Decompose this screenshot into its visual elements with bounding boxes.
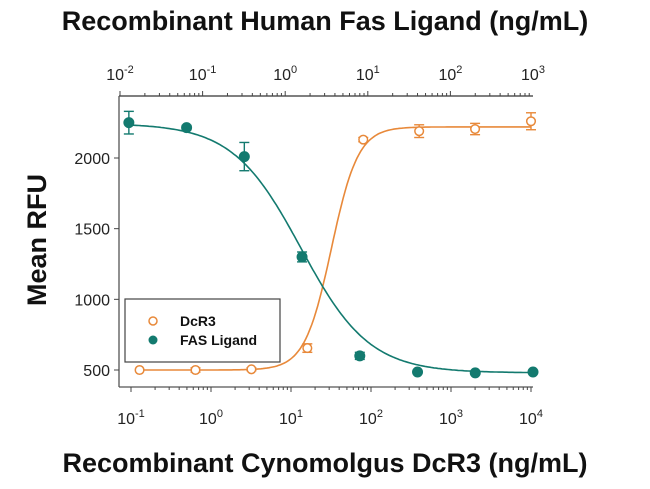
data-point-dcr3: [470, 123, 481, 135]
data-point-fas-ligand: [469, 367, 481, 379]
x-top-tick-label: 103: [521, 64, 545, 84]
x-top-tick-label: 10-2: [106, 64, 134, 84]
data-point-dcr3: [525, 116, 537, 127]
legend-marker-dcr3: [148, 316, 158, 326]
fit-curve-dcr3: [139, 126, 531, 371]
x-top-tick-label: 102: [438, 64, 462, 84]
fit-curves: [128, 124, 533, 374]
legend-label-fas-ligand: FAS Ligand: [180, 332, 257, 348]
data-point-fas-ligand: [354, 350, 366, 362]
data-point-dcr3: [358, 134, 369, 145]
x-axis-label: Recombinant Cynomolgus DcR3 (ng/mL): [62, 448, 588, 478]
data-point-dcr3: [302, 343, 313, 354]
data-point-dcr3: [190, 364, 201, 376]
x-bottom-tick-label: 101: [279, 408, 303, 428]
x-top-tick-label: 101: [356, 64, 380, 84]
x-bottom-tick-label: 102: [359, 408, 383, 428]
x-bottom-tick-label: 100: [199, 408, 223, 428]
axes: 10-1 100 101 102 103 104 10-2 10-1 100 101 102 103 5…: [74, 64, 545, 428]
data-point-dcr3: [246, 364, 257, 375]
x-top-tick-label: 10-1: [189, 64, 217, 84]
x-bottom-tick-label: 10-1: [117, 408, 145, 428]
data-point-dcr3: [414, 126, 425, 137]
data-points: [123, 110, 539, 379]
x-bottom-tick-label: 103: [439, 408, 463, 428]
y-tick-label: 1500: [74, 222, 110, 239]
legend-label-dcr3: DcR3: [180, 313, 216, 329]
data-point-fas-ligand: [181, 122, 193, 134]
data-point-fas-ligand: [238, 151, 250, 163]
y-tick-label: 1000: [74, 292, 110, 309]
fit-curve-fas-ligand: [128, 124, 533, 374]
legend: DcR3 FAS Ligand: [124, 298, 281, 363]
y-axis-label: Mean RFU: [22, 174, 52, 306]
data-point-fas-ligand: [296, 251, 308, 263]
data-point-fas-ligand: [412, 366, 424, 378]
legend-box: [124, 298, 281, 363]
y-tick-label: 500: [83, 363, 110, 380]
y-tick-label: 2000: [74, 151, 110, 168]
x-bottom-tick-label: 104: [519, 408, 543, 428]
legend-marker-fas-ligand: [148, 335, 158, 345]
data-point-dcr3: [134, 364, 145, 376]
data-point-fas-ligand: [123, 117, 135, 129]
data-point-fas-ligand: [527, 366, 539, 378]
x-top-tick-label: 100: [273, 64, 297, 84]
top-axis-title: Recombinant Human Fas Ligand (ng/mL): [61, 6, 589, 36]
